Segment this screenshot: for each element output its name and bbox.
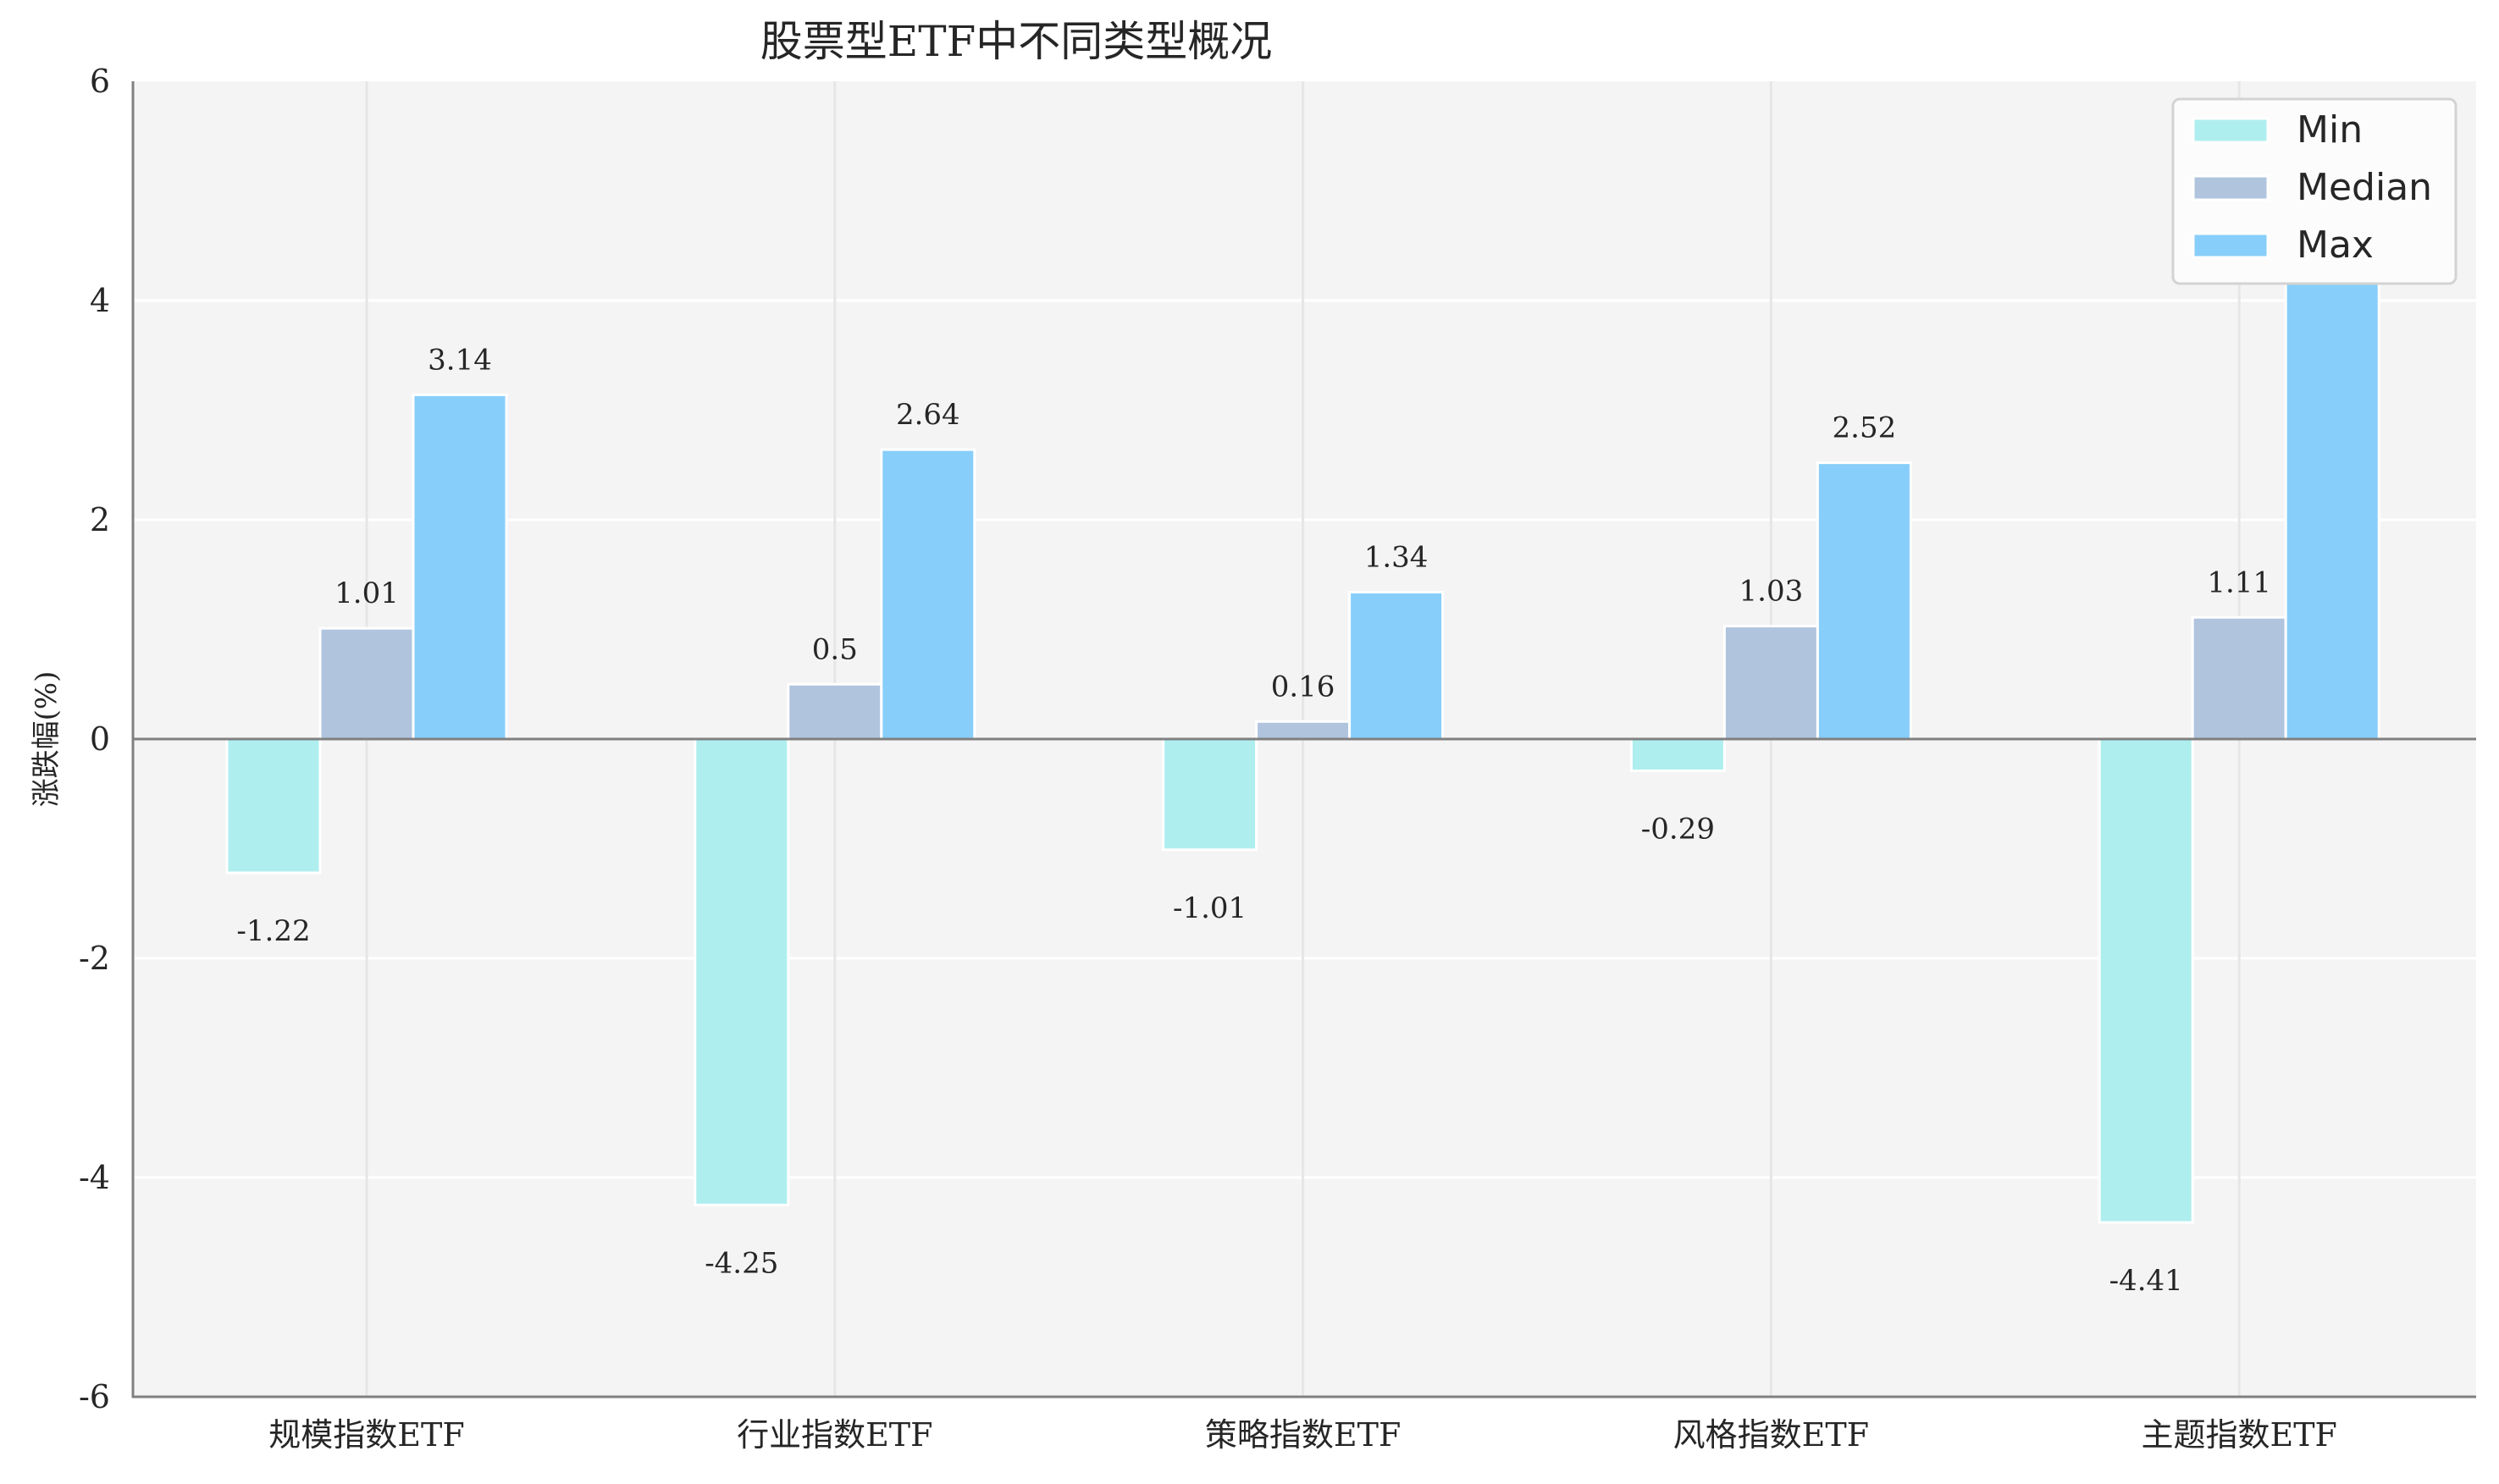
bar-value-label: -1.01 [1173,891,1247,925]
y-tick-label: 0 [90,720,110,758]
y-axis-ticks: -6 -4 -2 0 2 4 6 [79,63,110,1415]
bar-min [2098,737,2194,1224]
bar-value-label: 1.03 [1739,575,1804,609]
x-tick-label: 策略指数ETF [1205,1416,1401,1454]
legend-label-min: Min [2297,108,2363,152]
legend-label-median: Median [2297,166,2432,209]
bar-value-label: 2.52 [1833,411,1897,445]
bar-value-label: 0.5 [812,632,858,666]
y-tick-label: -2 [79,940,110,977]
bar-value-label: -4.41 [2109,1264,2183,1298]
x-tick-label: 风格指数ETF [1673,1416,1869,1454]
bar-value-label: -4.25 [705,1246,778,1280]
bar-min [694,737,790,1206]
bar-value-label: -0.29 [1641,813,1715,847]
x-axis-ticks: 规模指数ETF 行业指数ETF 策略指数ETF 风格指数ETF 主题指数ETF [268,1416,2337,1454]
bar-min [1162,737,1258,852]
bar-value-label: 1.34 [1364,540,1429,574]
legend-swatch-median [2192,174,2270,201]
bar-max [880,448,976,741]
legend: Min Median Max [2171,97,2458,285]
y-tick-label: 6 [90,63,110,100]
x-tick-label: 行业指数ETF [737,1416,932,1454]
bar-median [1255,720,1352,741]
bar-value-label: 3.14 [428,343,492,377]
y-tick-label: -6 [79,1378,110,1415]
y-tick-label: 2 [90,501,110,538]
bar-value-label: 1.11 [2207,565,2271,599]
bar-median [2191,615,2287,741]
bar-median [787,682,883,741]
bar-max [1348,590,1445,741]
bars [225,278,2380,1224]
legend-label-max: Max [2297,223,2374,267]
bar-value-label: 0.16 [1271,670,1335,703]
chart-title: 股票型ETF中不同类型概况 [760,17,1273,66]
legend-swatch-min [2192,117,2270,144]
legend-swatch-max [2192,232,2270,259]
bar-value-label: -1.22 [236,914,310,948]
bar-max [2284,278,2380,741]
x-tick-label: 规模指数ETF [268,1416,464,1454]
y-tick-label: 4 [90,282,110,319]
bar-median [318,626,415,741]
bar-median [1722,625,1819,741]
bar-value-label: 2.64 [896,398,960,432]
bar-min [225,737,322,874]
bar-max [412,393,508,741]
bar-max [1816,461,1912,741]
x-tick-label: 主题指数ETF [2141,1416,2336,1454]
bar-min [1629,737,1726,773]
bar-value-label: 1.01 [334,576,399,610]
y-axis-label: 涨跌幅(%) [30,671,64,808]
y-tick-label: -4 [79,1159,110,1196]
